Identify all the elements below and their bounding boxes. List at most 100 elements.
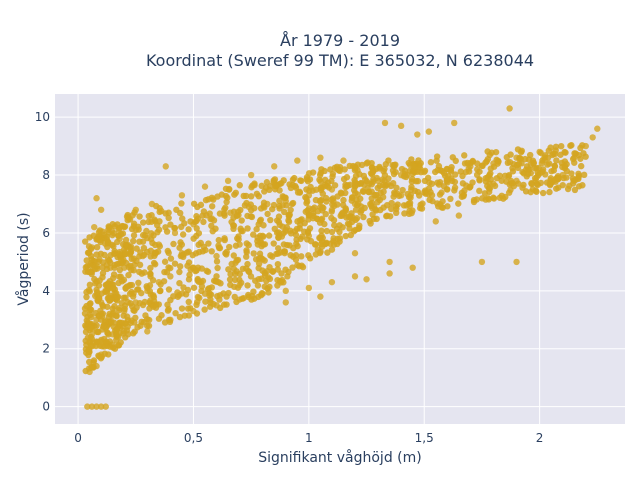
data-point [582,153,589,160]
data-point [116,250,123,258]
data-point [130,232,138,239]
data-point [435,162,443,170]
data-point [424,174,432,182]
data-point [96,277,103,284]
data-point [455,200,462,207]
data-point [176,279,183,287]
data-point [336,167,344,175]
data-point [487,176,495,183]
data-point [487,165,494,172]
data-point [120,312,127,319]
data-point [397,122,405,130]
data-point [263,277,270,285]
data-point [166,318,174,326]
data-point [552,143,560,150]
data-point [82,367,89,375]
data-point [261,283,268,290]
data-point [143,283,150,290]
data-point [104,329,111,336]
y-tick-label: 6 [42,226,50,240]
data-point [125,263,132,271]
data-point [451,178,459,186]
data-point [83,293,90,301]
x-tick-label: 0,5 [184,431,203,445]
data-point [172,309,179,317]
data-point [261,188,268,195]
data-point [161,258,169,265]
data-point [541,156,548,163]
data-point [282,266,289,273]
data-point [571,186,579,194]
data-point [317,197,324,204]
data-point [260,233,267,240]
data-point [243,240,250,247]
data-point [486,185,494,192]
data-point [116,304,123,312]
data-point [85,286,93,294]
data-point [147,235,155,243]
data-point [274,260,282,268]
data-point [251,205,258,212]
data-point [185,298,192,306]
data-point [553,157,560,164]
data-point [128,281,136,289]
data-point [122,236,130,244]
data-point [322,181,329,189]
data-point [111,264,118,271]
data-point [463,182,470,189]
data-point [82,328,90,336]
x-axis-ticks: 0 0,5 1 1,5 2 [74,431,543,445]
data-point [344,182,351,189]
data-point [548,168,555,175]
data-point [482,175,489,182]
data-point [83,341,90,349]
data-point [379,176,386,183]
data-point [351,182,359,189]
data-point [243,265,250,272]
data-point [266,263,273,271]
data-point [93,403,100,410]
data-point [408,175,416,183]
data-point [140,251,148,259]
data-point [580,171,588,179]
data-point [247,171,255,179]
data-point [274,266,281,273]
data-point [427,159,435,166]
x-tick-label: 0 [74,431,82,445]
data-point [119,319,126,327]
data-point [451,119,458,127]
data-point [171,260,179,267]
data-point [266,283,273,291]
data-point [237,206,244,214]
data-point [181,312,189,319]
data-point [94,296,101,304]
data-point [162,224,169,231]
data-point [136,213,143,220]
data-point [205,240,212,247]
data-point [317,293,324,300]
data-point [282,299,289,306]
data-point [110,243,117,250]
data-point [213,258,221,265]
data-point [426,196,433,204]
data-point [184,305,192,312]
data-point [224,177,232,185]
data-point [482,159,489,166]
data-point [102,288,109,296]
data-point [215,236,223,244]
data-point [198,287,205,295]
data-point [135,279,142,287]
data-point [531,174,539,182]
data-point [439,198,446,205]
data-point [312,186,320,193]
data-point [409,264,416,271]
data-point [376,196,384,204]
data-point [250,250,257,257]
data-point [162,163,169,170]
data-point [269,205,276,213]
data-point [190,284,198,291]
data-point [270,240,277,247]
data-point [165,209,172,216]
data-point [351,163,359,171]
data-point [148,230,155,237]
